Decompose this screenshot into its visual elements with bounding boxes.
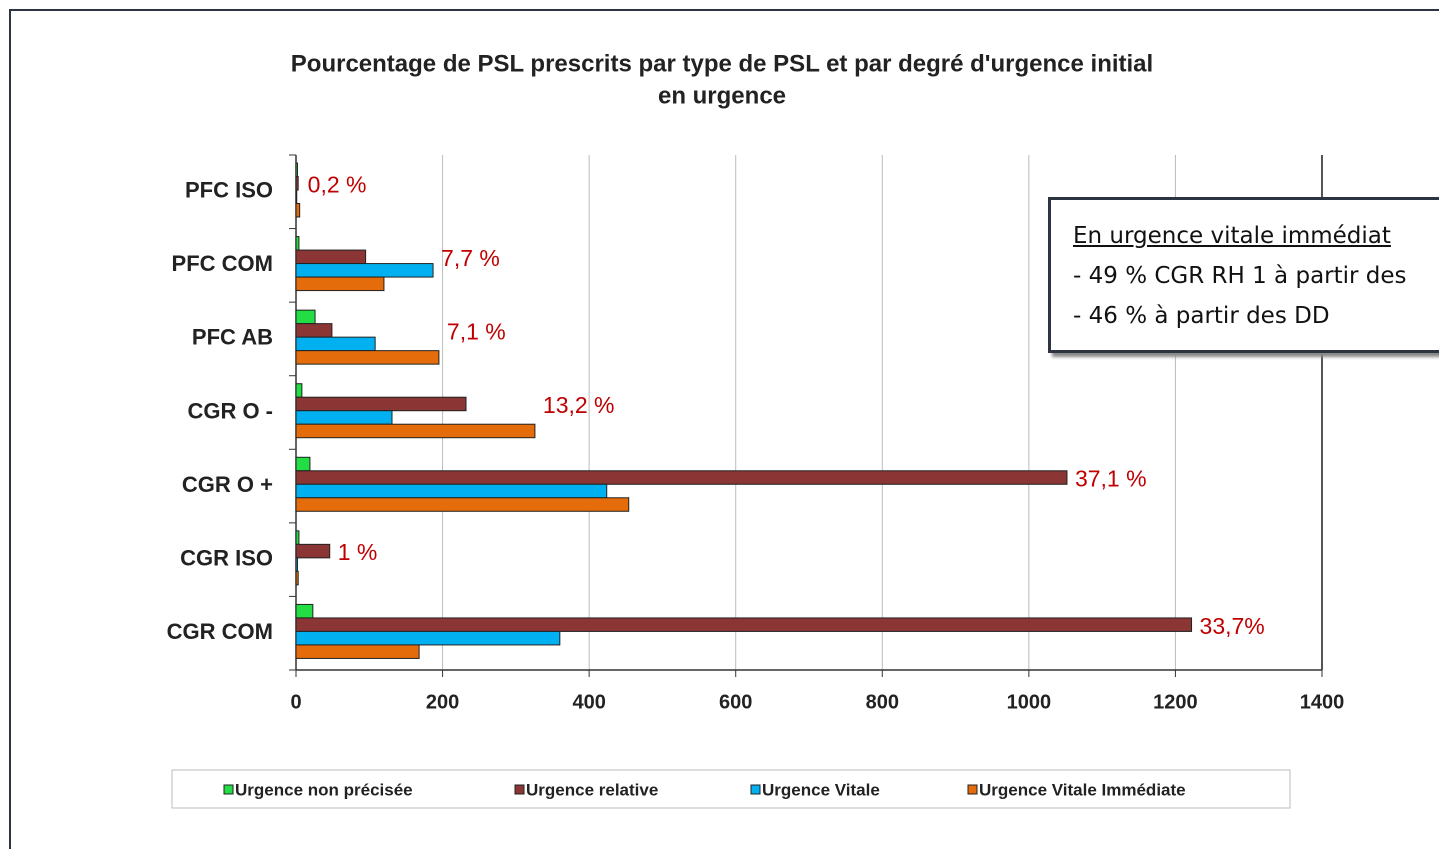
- chart-title: en urgence: [658, 82, 786, 109]
- text-box-line: - 49 % CGR RH 1 à partir des: [1073, 263, 1407, 289]
- legend-box: [171, 769, 1291, 809]
- bar: [295, 162, 298, 177]
- bar: [295, 350, 440, 365]
- annotation: 7,7 %: [441, 245, 500, 271]
- x-tick-label: 1000: [1007, 691, 1052, 713]
- bar: [295, 470, 1068, 485]
- x-tick-label: 0: [290, 691, 301, 713]
- y-tick-label: CGR COM: [167, 619, 273, 644]
- x-tick-label: 1400: [1300, 691, 1345, 713]
- bar: [295, 189, 298, 204]
- x-tick-label: 200: [426, 691, 459, 713]
- bar: [295, 263, 434, 278]
- legend-label: Urgence Vitale: [762, 780, 880, 799]
- bar: [295, 570, 299, 586]
- legend-label: Urgence Vitale Immédiate: [979, 780, 1186, 799]
- bar: [295, 617, 1193, 632]
- bar: [295, 630, 561, 646]
- x-tick-label: 600: [719, 691, 752, 713]
- y-tick-label: PFC COM: [172, 251, 273, 276]
- annotation: 13,2 %: [543, 392, 615, 418]
- bar: [295, 497, 630, 512]
- bar: [295, 530, 300, 545]
- frame: [9, 9, 1439, 849]
- legend-swatch: [223, 784, 234, 795]
- bar: [295, 383, 303, 398]
- bar: [295, 336, 376, 352]
- legend-label: Urgence relative: [526, 780, 658, 799]
- bar: [295, 176, 299, 191]
- bar: [295, 423, 536, 439]
- bar: [295, 276, 385, 292]
- annotation: 7,1 %: [447, 318, 506, 344]
- annotation: 1 %: [338, 539, 378, 565]
- bar: [295, 323, 333, 338]
- legend-label: Urgence non précisée: [235, 780, 413, 799]
- legend-swatch: [967, 784, 978, 795]
- y-tick-label: CGR O -: [187, 398, 273, 423]
- bar: [295, 410, 393, 425]
- x-tick-label: 1200: [1153, 691, 1198, 713]
- legend-swatch: [514, 784, 525, 795]
- bar: [295, 644, 420, 659]
- annotation: 33,7%: [1200, 613, 1265, 639]
- annotation: 0,2 %: [308, 171, 367, 197]
- bar: [295, 456, 311, 472]
- bar: [295, 249, 367, 265]
- text-box-heading: En urgence vitale immédiat: [1073, 223, 1391, 249]
- bar: [295, 543, 331, 559]
- bar: [295, 203, 301, 218]
- chart-title: Pourcentage de PSL prescrits par type de…: [291, 50, 1153, 77]
- x-tick-label: 800: [866, 691, 899, 713]
- annotation: 37,1 %: [1075, 466, 1147, 492]
- y-tick-label: CGR ISO: [180, 545, 273, 570]
- bar: [295, 309, 316, 325]
- bar: [295, 396, 467, 412]
- text-box-line: - 46 % à partir des DD: [1073, 303, 1330, 329]
- bar: [295, 603, 314, 619]
- y-tick-label: PFC AB: [192, 325, 273, 350]
- bar: [295, 483, 608, 499]
- legend-swatch: [750, 784, 761, 795]
- y-tick-label: PFC ISO: [185, 178, 273, 203]
- bar: [295, 236, 300, 251]
- y-tick-label: CGR O +: [182, 472, 273, 497]
- text-box: En urgence vitale immédiat - 49 % CGR RH…: [1048, 197, 1439, 353]
- bar: [295, 557, 298, 572]
- x-tick-label: 400: [572, 691, 605, 713]
